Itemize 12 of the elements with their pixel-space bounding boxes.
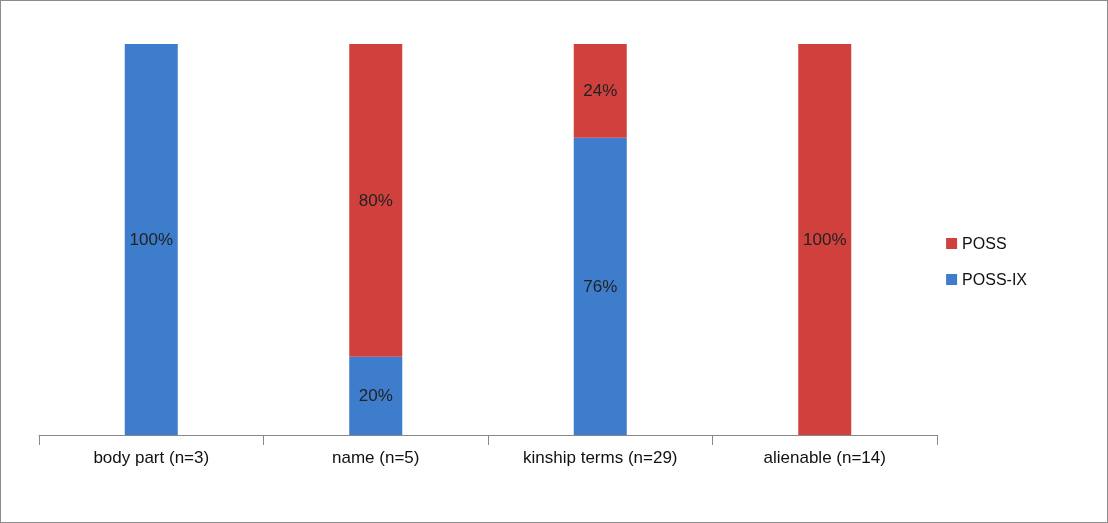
legend-label: POSS-IX xyxy=(962,271,1028,288)
data-label: 76% xyxy=(583,276,618,296)
data-label: 100% xyxy=(803,230,847,249)
data-label: 80% xyxy=(358,190,393,210)
x-tick-label: alienable (n=14) xyxy=(763,448,886,467)
data-label: 100% xyxy=(129,230,173,249)
legend-label: POSS xyxy=(962,235,1007,252)
x-tick-label: body part (n=3) xyxy=(93,448,210,467)
data-label: 24% xyxy=(583,81,618,101)
data-label: 20% xyxy=(358,386,393,406)
x-tick-label: kinship terms (n=29) xyxy=(523,448,678,467)
x-tick-label: name (n=5) xyxy=(332,448,420,467)
